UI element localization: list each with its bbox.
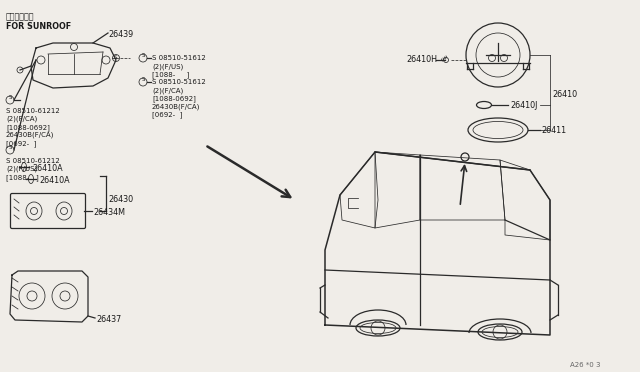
Text: 26437: 26437 [96,315,121,324]
Text: 26410J: 26410J [510,101,538,110]
Text: サンルーフ用: サンルーフ用 [6,12,35,21]
Text: S 08510-51612: S 08510-51612 [152,55,205,61]
Text: S: S [141,53,145,58]
Text: [1088-     ]: [1088- ] [152,71,189,78]
Text: (2)(F/CA): (2)(F/CA) [152,87,183,93]
Text: [1088-0692]: [1088-0692] [6,124,50,131]
Text: [0692-  ]: [0692- ] [152,111,182,118]
Text: S 08510-61212: S 08510-61212 [6,108,60,114]
Text: S: S [8,95,12,100]
Text: [1088-0692]: [1088-0692] [152,95,196,102]
Text: 26410: 26410 [552,90,577,99]
Text: 26410H: 26410H [406,55,437,64]
Text: (2)(F/CA): (2)(F/CA) [6,116,37,122]
Text: S 08510-61212: S 08510-61212 [6,158,60,164]
Text: S: S [113,55,116,60]
Text: 26411: 26411 [541,126,566,135]
Text: S: S [141,77,145,82]
Text: S 08510-51612: S 08510-51612 [152,79,205,85]
Text: 26430B(F/CA): 26430B(F/CA) [152,103,200,109]
Text: 26410A: 26410A [32,164,63,173]
Text: (2)(F/US): (2)(F/US) [152,63,183,70]
Text: 26410A: 26410A [39,176,70,185]
Text: 26434M: 26434M [93,208,125,217]
Text: [0692-  ]: [0692- ] [6,140,36,147]
Text: S: S [8,145,12,150]
Text: A26 *0 3: A26 *0 3 [570,362,600,368]
Text: FOR SUNROOF: FOR SUNROOF [6,22,71,31]
Text: 26439: 26439 [108,30,133,39]
Text: 26430B(F/CA): 26430B(F/CA) [6,132,54,138]
Text: (2)(F/US): (2)(F/US) [6,166,37,173]
Text: [1088-   ]: [1088- ] [6,174,39,181]
Text: 26430: 26430 [108,195,133,204]
